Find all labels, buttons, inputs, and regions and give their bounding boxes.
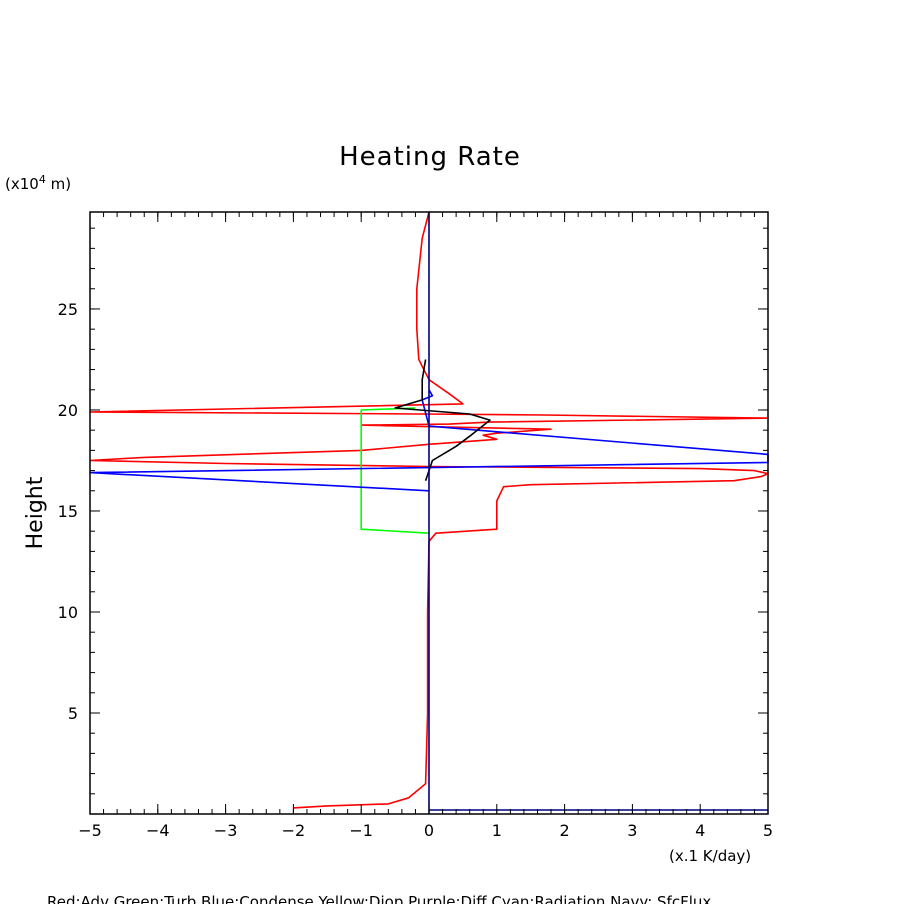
x-tick-label: 1: [492, 821, 502, 840]
x-tick-label: −5: [78, 821, 102, 840]
y-axis-unit: (x104 m): [5, 173, 71, 193]
series-line-4: [428, 211, 768, 814]
y-tick-label: 10: [58, 603, 78, 622]
y-tick-label: 15: [58, 502, 78, 521]
x-tick-label: 2: [560, 821, 570, 840]
x-tick-label: −2: [282, 821, 306, 840]
x-tick-label: 0: [424, 821, 434, 840]
series-line-1: [360, 407, 430, 534]
y-tick-label: 5: [68, 704, 78, 723]
legend-text: Red:Adv Green:Turb Blue:Condense Yellow:…: [47, 893, 711, 904]
series-line-3: [394, 359, 491, 481]
chart-title: Heating Rate: [339, 142, 521, 172]
x-tick-label: −3: [214, 821, 238, 840]
x-tick-label: −4: [146, 821, 170, 840]
x-tick-label: 5: [763, 821, 773, 840]
y-tick-label: 20: [58, 401, 78, 420]
tick-layer: −5 −4 −3 −2 −1 0 1 2 3 4 5 5 10 15 20 25: [58, 212, 773, 840]
y-axis-label: Height: [23, 476, 48, 549]
x-tick-label: 3: [627, 821, 637, 840]
series-layer: [89, 211, 769, 814]
x-axis-unit: (x.1 K/day): [669, 847, 751, 865]
plot-area: −5 −4 −3 −2 −1 0 1 2 3 4 5 5 10 15 20 25: [58, 211, 773, 840]
x-tick-label: −1: [349, 821, 373, 840]
series-line-2: [89, 389, 769, 492]
y-tick-label: 25: [58, 300, 78, 319]
x-tick-label: 4: [695, 821, 705, 840]
